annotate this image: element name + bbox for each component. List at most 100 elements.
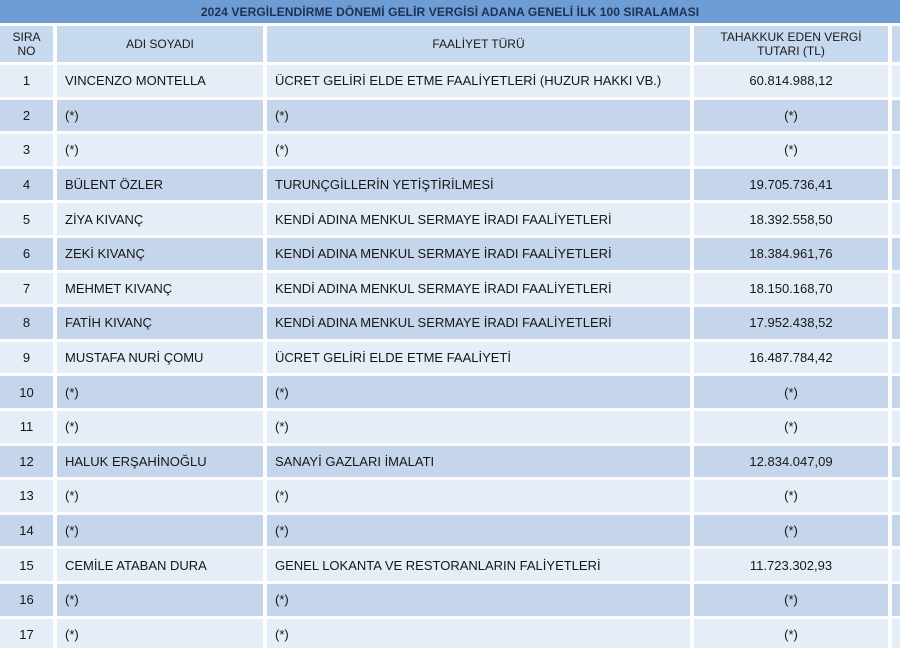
cell-activity: TURUNÇGİLLERİN YETİŞTİRİLMESİ (267, 168, 690, 201)
cell-name: MUSTAFA NURİ ÇOMU (57, 341, 263, 374)
cell-name: (*) (57, 376, 263, 408)
cell-name: FATİH KIVANÇ (57, 307, 263, 339)
cell-tax-amount: 17.952.438,52 (694, 307, 888, 339)
cell-rank: 3 (0, 134, 53, 166)
table-title-bar: 2024 VERGİLENDİRME DÖNEMİ GELİR VERGİSİ … (0, 0, 900, 23)
table-row: 14 (*) (*) (*) (0, 514, 900, 547)
cell-edge-sliver (892, 583, 900, 616)
cell-edge-sliver (892, 99, 900, 132)
cell-activity: SANAYİ GAZLARI İMALATI (267, 445, 690, 478)
cell-tax-amount: (*) (694, 410, 888, 443)
cell-edge-sliver (892, 514, 900, 547)
page-title: 2024 VERGİLENDİRME DÖNEMİ GELİR VERGİSİ … (200, 4, 700, 19)
cell-tax-amount: 12.834.047,09 (694, 445, 888, 478)
cell-activity: (*) (267, 99, 690, 132)
table-row: 9 MUSTAFA NURİ ÇOMU ÜCRET GELİRİ ELDE ET… (0, 341, 900, 374)
cell-tax-amount: 11.723.302,93 (694, 549, 888, 581)
cell-tax-amount: (*) (694, 583, 888, 616)
table-row: 6 ZEKİ KIVANÇ KENDİ ADINA MENKUL SERMAYE… (0, 237, 900, 270)
table-row: 13 (*) (*) (*) (0, 480, 900, 512)
cell-activity: (*) (267, 410, 690, 443)
table-row: 2 (*) (*) (*) (0, 99, 900, 132)
cell-tax-amount: 18.392.558,50 (694, 203, 888, 235)
cell-rank: 11 (0, 410, 53, 443)
cell-rank: 14 (0, 514, 53, 547)
column-header-vergi-tutari: TAHAKKUK EDEN VERGİ TUTARI (TL) (694, 26, 888, 62)
cell-rank: 15 (0, 549, 53, 581)
cell-name: (*) (57, 618, 263, 648)
cell-name: ZİYA KIVANÇ (57, 203, 263, 235)
cell-name: CEMİLE ATABAN DURA (57, 549, 263, 581)
cell-name: ZEKİ KIVANÇ (57, 237, 263, 270)
cell-rank: 5 (0, 203, 53, 235)
table-header-row: SIRA NO ADI SOYADI FAALİYET TÜRÜ TAHAKKU… (0, 26, 900, 62)
cell-rank: 12 (0, 445, 53, 478)
cell-name: (*) (57, 514, 263, 547)
cell-activity: (*) (267, 376, 690, 408)
cell-edge-sliver (892, 307, 900, 339)
cell-rank: 10 (0, 376, 53, 408)
column-header-faaliyet-turu: FAALİYET TÜRÜ (267, 26, 690, 62)
cell-edge-sliver (892, 480, 900, 512)
cell-tax-amount: (*) (694, 134, 888, 166)
cell-tax-amount: 18.150.168,70 (694, 272, 888, 305)
cell-edge-sliver (892, 618, 900, 648)
column-header-edge-sliver (892, 26, 900, 62)
table-row: 4 BÜLENT ÖZLER TURUNÇGİLLERİN YETİŞTİRİL… (0, 168, 900, 201)
cell-tax-amount: 18.384.961,76 (694, 237, 888, 270)
cell-activity: (*) (267, 480, 690, 512)
cell-edge-sliver (892, 237, 900, 270)
table-row: 1 VINCENZO MONTELLA ÜCRET GELİRİ ELDE ET… (0, 65, 900, 97)
cell-activity: ÜCRET GELİRİ ELDE ETME FAALİYETİ (267, 341, 690, 374)
table-row: 3 (*) (*) (*) (0, 134, 900, 166)
cell-rank: 7 (0, 272, 53, 305)
cell-edge-sliver (892, 341, 900, 374)
cell-rank: 16 (0, 583, 53, 616)
cell-name: HALUK ERŞAHİNOĞLU (57, 445, 263, 478)
cell-edge-sliver (892, 376, 900, 408)
cell-activity: (*) (267, 514, 690, 547)
cell-activity: KENDİ ADINA MENKUL SERMAYE İRADI FAALİYE… (267, 307, 690, 339)
column-header-sira-no: SIRA NO (0, 26, 53, 62)
cell-tax-amount: (*) (694, 618, 888, 648)
cell-edge-sliver (892, 65, 900, 97)
cell-rank: 4 (0, 168, 53, 201)
table-row: 10 (*) (*) (*) (0, 376, 900, 408)
cell-activity: ÜCRET GELİRİ ELDE ETME FAALİYETLERİ (HUZ… (267, 65, 690, 97)
cell-tax-amount: 19.705.736,41 (694, 168, 888, 201)
column-header-adi-soyadi: ADI SOYADI (57, 26, 263, 62)
cell-activity: (*) (267, 134, 690, 166)
table-row: 5 ZİYA KIVANÇ KENDİ ADINA MENKUL SERMAYE… (0, 203, 900, 235)
cell-edge-sliver (892, 549, 900, 581)
cell-name: (*) (57, 99, 263, 132)
cell-rank: 8 (0, 307, 53, 339)
cell-tax-amount: 60.814.988,12 (694, 65, 888, 97)
cell-tax-amount: (*) (694, 376, 888, 408)
cell-name: (*) (57, 134, 263, 166)
cell-rank: 2 (0, 99, 53, 132)
table-row: 7 MEHMET KIVANÇ KENDİ ADINA MENKUL SERMA… (0, 272, 900, 305)
cell-activity: KENDİ ADINA MENKUL SERMAYE İRADI FAALİYE… (267, 237, 690, 270)
table-row: 12 HALUK ERŞAHİNOĞLU SANAYİ GAZLARI İMAL… (0, 445, 900, 478)
cell-edge-sliver (892, 134, 900, 166)
cell-rank: 1 (0, 65, 53, 97)
cell-name: MEHMET KIVANÇ (57, 272, 263, 305)
cell-name: (*) (57, 480, 263, 512)
cell-name: BÜLENT ÖZLER (57, 168, 263, 201)
table-row: 15 CEMİLE ATABAN DURA GENEL LOKANTA VE R… (0, 549, 900, 581)
cell-rank: 6 (0, 237, 53, 270)
cell-edge-sliver (892, 168, 900, 201)
table-row: 16 (*) (*) (*) (0, 583, 900, 616)
cell-activity: (*) (267, 618, 690, 648)
cell-edge-sliver (892, 272, 900, 305)
cell-edge-sliver (892, 410, 900, 443)
cell-activity: (*) (267, 583, 690, 616)
cell-tax-amount: (*) (694, 480, 888, 512)
cell-name: VINCENZO MONTELLA (57, 65, 263, 97)
cell-tax-amount: 16.487.784,42 (694, 341, 888, 374)
cell-tax-amount: (*) (694, 514, 888, 547)
table-row: 11 (*) (*) (*) (0, 410, 900, 443)
cell-activity: KENDİ ADINA MENKUL SERMAYE İRADI FAALİYE… (267, 203, 690, 235)
table-row: 8 FATİH KIVANÇ KENDİ ADINA MENKUL SERMAY… (0, 307, 900, 339)
